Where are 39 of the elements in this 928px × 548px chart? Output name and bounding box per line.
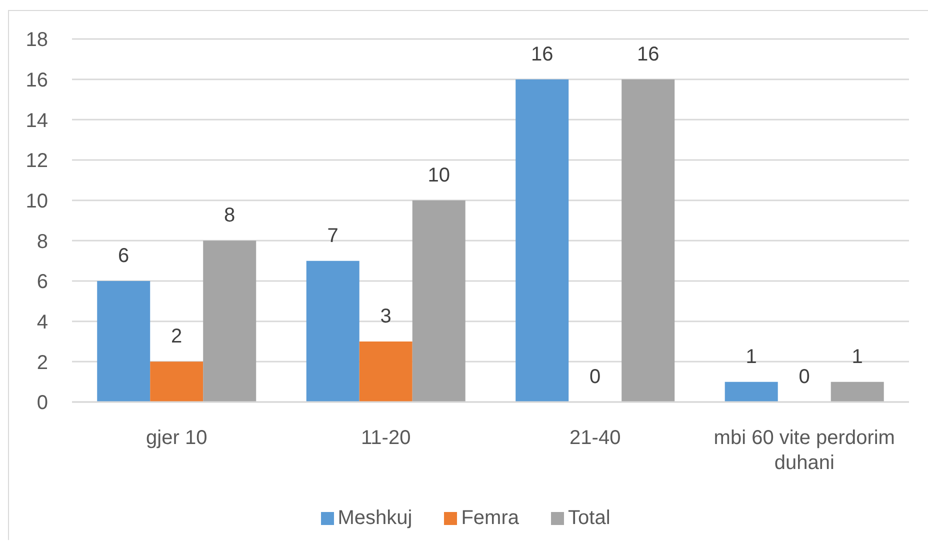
x-tick-label: 11-20 xyxy=(361,427,411,449)
y-tick-label: 14 xyxy=(26,110,48,132)
data-label: 10 xyxy=(428,164,450,186)
bar xyxy=(203,240,256,402)
data-label: 0 xyxy=(590,366,601,388)
x-tick-label: gjer 10 xyxy=(146,427,208,449)
data-label: 2 xyxy=(171,326,182,348)
x-tick-label: mbi 60 vite perdorim duhani xyxy=(714,427,895,474)
bar xyxy=(724,382,778,402)
data-label: 3 xyxy=(380,306,392,328)
y-tick-label: 4 xyxy=(36,311,48,334)
bar xyxy=(97,281,150,402)
legend-label: Total xyxy=(568,507,610,529)
y-tick-label: 12 xyxy=(26,150,48,172)
bar xyxy=(622,79,675,402)
y-tick-label: 10 xyxy=(26,190,48,212)
bar xyxy=(830,382,884,402)
y-tick-label: 8 xyxy=(36,230,48,253)
legend-label: Femra xyxy=(461,507,520,529)
bar xyxy=(150,362,204,402)
data-label: 16 xyxy=(530,43,554,66)
data-label: 0 xyxy=(798,366,810,388)
bar xyxy=(359,342,412,402)
bar xyxy=(306,260,360,402)
data-label: 6 xyxy=(118,245,130,267)
y-tick-label: 2 xyxy=(36,352,48,374)
data-label: 8 xyxy=(224,204,236,227)
y-tick-label: 18 xyxy=(26,29,48,52)
y-tick-label: 16 xyxy=(26,69,48,92)
data-label: 1 xyxy=(746,346,757,368)
y-tick-label: 0 xyxy=(36,392,48,414)
bar xyxy=(412,200,466,402)
data-label: 7 xyxy=(327,224,338,247)
y-tick-label: 6 xyxy=(36,271,48,294)
data-label: 16 xyxy=(636,43,660,66)
legend-label: Meshkuj xyxy=(338,507,412,529)
x-tick-label: 21-40 xyxy=(570,427,621,449)
bar xyxy=(516,79,569,402)
data-label: 1 xyxy=(852,346,863,368)
